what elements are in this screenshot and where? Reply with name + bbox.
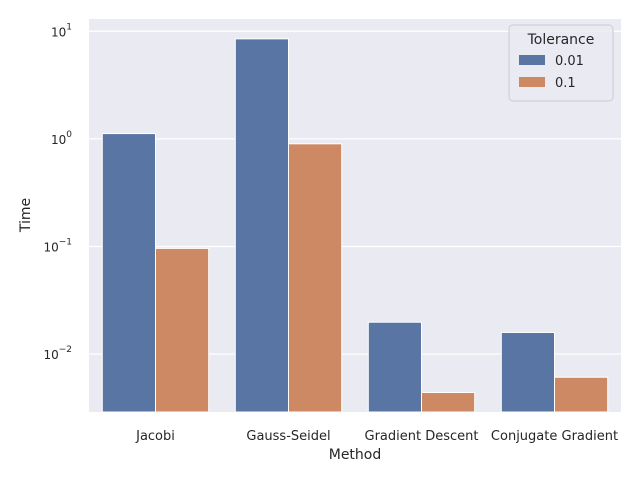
bar [500, 331, 555, 413]
legend: Tolerance 0.01 0.1 [508, 24, 614, 102]
y-tick-base: 10 [51, 25, 66, 39]
y-tick-label: 100 [51, 130, 72, 147]
x-axis-label: Method [329, 447, 382, 463]
x-tick-labels: Jacobi Gauss-Seidel Gradient Descent Conjug… [135, 429, 618, 444]
x-tick-label: Conjugate Gradient [491, 429, 618, 444]
y-tick-base: 10 [51, 133, 66, 147]
bar [234, 38, 290, 413]
bar [155, 247, 210, 413]
y-tick-exponent: 0 [66, 130, 72, 140]
bar [101, 133, 157, 413]
bar [421, 392, 476, 413]
y-tick-label: 10−2 [43, 345, 72, 362]
legend-label: 0.1 [555, 76, 576, 91]
y-tick-base: 10 [43, 241, 58, 255]
y-tick-label: 101 [51, 22, 72, 39]
legend-label: 0.01 [555, 54, 584, 69]
x-tick-label: Gauss-Seidel [246, 429, 330, 444]
x-tick-label: Jacobi [135, 429, 175, 444]
legend-swatch [519, 77, 545, 87]
y-axis-label: Time [18, 198, 34, 233]
y-tick-base: 10 [43, 348, 58, 362]
y-tick-exponent: −2 [59, 345, 72, 355]
bar [367, 321, 422, 413]
bar [554, 376, 609, 413]
y-tick-label: 10−1 [43, 238, 72, 255]
legend-title: Tolerance [527, 32, 595, 48]
legend-swatch [519, 55, 545, 65]
y-tick-exponent: 1 [66, 22, 72, 32]
bars [101, 38, 609, 413]
y-tick-exponent: −1 [59, 238, 72, 248]
x-tick-label: Gradient Descent [365, 429, 479, 444]
bar [288, 143, 343, 413]
